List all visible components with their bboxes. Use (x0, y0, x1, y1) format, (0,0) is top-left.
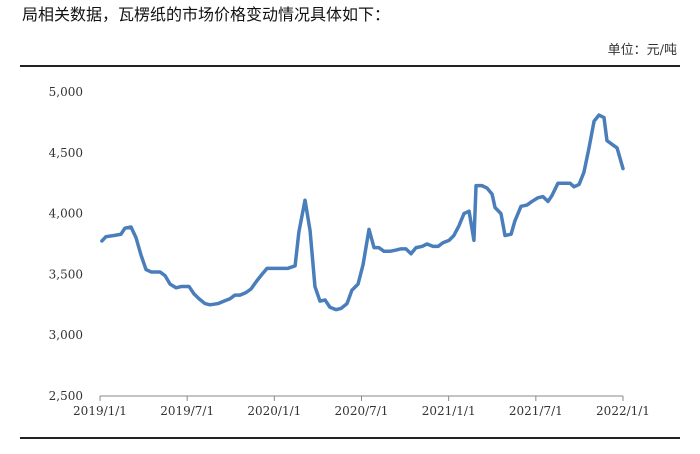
x-tick-label: 2021/1/1 (422, 404, 476, 418)
y-tick-label: 4,000 (49, 207, 83, 221)
y-tick-label: 3,000 (49, 328, 83, 342)
x-tick-label: 2019/7/1 (160, 404, 214, 418)
y-tick-label: 3,500 (49, 267, 83, 281)
y-tick-label: 5,000 (49, 85, 83, 99)
x-tick-label: 2021/7/1 (509, 404, 563, 418)
x-tick-label: 2020/7/1 (335, 404, 389, 418)
unit-label: 单位：元/吨 (608, 43, 677, 58)
y-tick-label: 4,500 (49, 146, 83, 160)
y-tick-label: 2,500 (49, 389, 83, 403)
intro-text: 局相关数据，瓦楞纸的市场价格变动情况具体如下： (22, 5, 390, 24)
x-tick-label: 2022/1/1 (596, 404, 650, 418)
x-tick-label: 2020/1/1 (247, 404, 301, 418)
series-line (100, 113, 625, 312)
x-tick-label: 2019/1/1 (73, 404, 127, 418)
